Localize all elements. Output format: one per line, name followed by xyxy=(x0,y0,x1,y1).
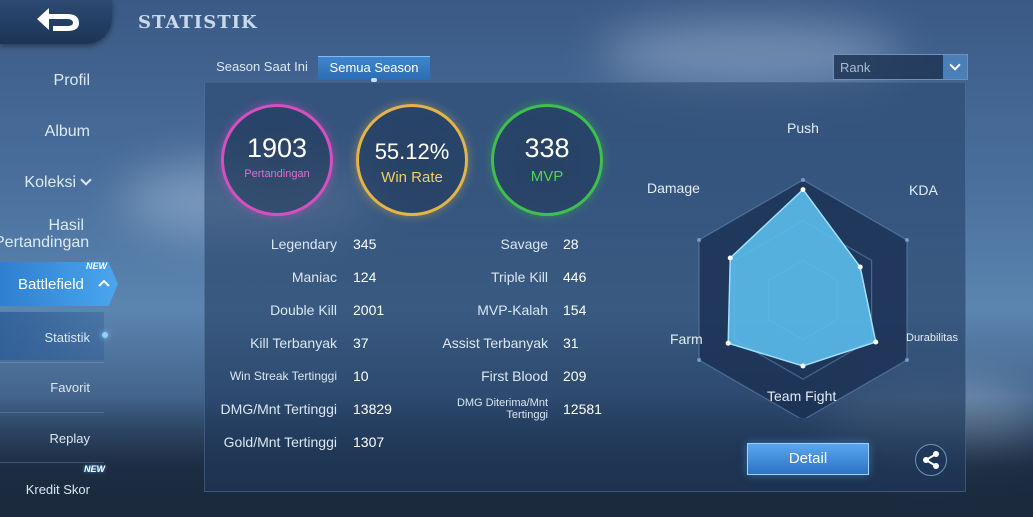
stat-value: 2001 xyxy=(353,302,385,318)
back-arrow-icon xyxy=(37,8,79,31)
stat-label: Win Streak Tertinggi xyxy=(229,369,337,383)
radar-label-kda: KDA xyxy=(909,182,938,198)
stat-label: Maniac xyxy=(291,269,337,285)
mvp-value: 338 xyxy=(524,133,570,163)
sidebar-item-battlefield[interactable] xyxy=(0,262,118,306)
radar-point-damage xyxy=(727,255,733,261)
mvp-circle: 338 MVP xyxy=(491,104,603,216)
divider xyxy=(0,462,104,463)
sidebar-item-label: Koleksi xyxy=(24,174,76,191)
radar-vertex xyxy=(801,178,805,182)
share-button[interactable] xyxy=(915,444,947,476)
stat-label: Triple Kill xyxy=(490,269,548,285)
radar-vertex xyxy=(904,358,909,362)
stat-value: 446 xyxy=(563,269,587,285)
sidebar-item-hasil-pertandingan[interactable]: Hasil Pertandingan xyxy=(0,217,98,251)
stat-label: Assist Terbanyak xyxy=(442,335,548,351)
sidebar-item-kredit-skor[interactable]: Kredit Skor xyxy=(0,481,104,498)
sidebar-item-label: Statistik xyxy=(44,330,90,345)
stat-label: MVP-Kalah xyxy=(477,302,548,318)
radar-label-farm: Farm xyxy=(670,331,703,347)
stat-value: 154 xyxy=(563,302,587,318)
winrate-circle: 55.12% Win Rate xyxy=(356,104,468,216)
radar-vertex xyxy=(697,238,702,242)
rank-dropdown[interactable]: Rank xyxy=(833,54,968,80)
sidebar-item-statistik[interactable] xyxy=(0,312,104,360)
radar-vertex xyxy=(697,358,702,362)
stat-value: 28 xyxy=(563,236,579,252)
page-title: STATISTIK xyxy=(138,12,258,33)
stat-value: 13829 xyxy=(353,401,392,417)
active-indicator-dot xyxy=(102,332,108,338)
sidebar-item-profil[interactable]: Profil xyxy=(0,72,104,89)
stat-label: Legendary xyxy=(270,236,337,252)
share-icon xyxy=(923,451,939,469)
matches-circle: 1903 Pertandingan xyxy=(221,104,333,216)
radar-point-push xyxy=(800,187,806,193)
stat-value: 10 xyxy=(353,368,369,384)
sidebar-item-replay[interactable]: Replay xyxy=(0,430,104,447)
divider xyxy=(0,412,104,413)
stat-value: 345 xyxy=(353,236,377,252)
winrate-value: 55.12% xyxy=(374,139,450,164)
stat-label: DMG/Mnt Tertinggi xyxy=(220,401,337,417)
sidebar-item-label: Replay xyxy=(49,431,90,446)
radar-label-damage: Damage xyxy=(647,180,700,196)
stat-value: 37 xyxy=(353,335,369,351)
radar-label-durabilitas: Durabilitas xyxy=(906,332,958,344)
new-badge: NEW xyxy=(86,261,107,271)
stat-label: Gold/Mnt Tertinggi xyxy=(223,434,337,450)
sidebar-item-album[interactable]: Album xyxy=(0,123,104,140)
sidebar-item-label: Profil xyxy=(53,72,90,89)
radar-label-push: Push xyxy=(787,120,819,136)
radar-label-team-fight: Team Fight xyxy=(767,388,837,404)
radar-point-team-fight xyxy=(800,363,806,369)
sidebar-item-label: Album xyxy=(44,123,90,140)
stat-label: DMG Diterima/Mnt Tertinggi xyxy=(456,397,548,421)
sidebar-item-label: Hasil Pertandingan xyxy=(0,217,90,251)
radar-point-farm xyxy=(725,340,731,346)
sidebar-item-koleksi[interactable]: Koleksi xyxy=(0,174,104,191)
radar-vertex xyxy=(904,238,909,242)
stat-value: 31 xyxy=(563,335,579,351)
stat-value: 209 xyxy=(563,368,587,384)
sidebar-item-favorit[interactable]: Favorit xyxy=(0,379,104,396)
radar-point-kda xyxy=(857,264,863,270)
radar-chart xyxy=(697,178,909,418)
chevron-down-icon xyxy=(943,55,967,79)
stat-label: First Blood xyxy=(481,368,548,384)
stat-value: 124 xyxy=(353,269,377,285)
divider xyxy=(0,362,104,363)
mvp-label: MVP xyxy=(530,168,564,185)
stat-label: Double Kill xyxy=(270,302,337,318)
sidebar-item-label: Favorit xyxy=(50,380,90,395)
rank-dropdown-value: Rank xyxy=(840,59,871,75)
new-badge: NEW xyxy=(84,464,105,474)
sidebar-item-label: Kredit Skor xyxy=(25,482,90,497)
radar-point-durabilitas xyxy=(873,339,879,345)
tab-semua-season[interactable]: Semua Season xyxy=(318,56,430,82)
back-button[interactable] xyxy=(0,0,112,44)
matches-value: 1903 xyxy=(246,133,308,163)
matches-label: Pertandingan xyxy=(244,168,310,180)
stat-value: 1307 xyxy=(353,434,385,450)
winrate-label: Win Rate xyxy=(381,169,443,186)
chevron-up-icon xyxy=(98,279,110,287)
stat-label: Savage xyxy=(500,236,548,252)
stat-value: 12581 xyxy=(563,401,602,417)
sidebar-item-label: Battlefield xyxy=(18,276,84,293)
detail-button[interactable]: Detail xyxy=(747,443,869,475)
tab-season-saat-ini[interactable]: Season Saat Ini xyxy=(216,59,308,74)
chevron-down-icon xyxy=(80,174,92,186)
stat-label: Kill Terbanyak xyxy=(250,335,337,351)
